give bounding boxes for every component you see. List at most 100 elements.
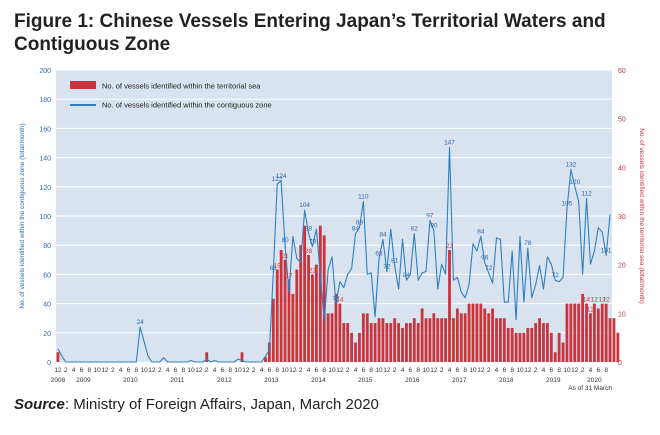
contiguous-zone-data-label: 120 [569,179,580,186]
contiguous-zone-data-label: 84 [477,228,485,235]
territorial-sea-bar [592,303,596,362]
year-tick-label: 2019 [546,377,561,384]
left-tick-label: 100 [39,214,51,221]
territorial-sea-bar [522,332,526,362]
left-tick-label: 0 [47,360,51,367]
legend-label-territorial-sea: No. of vessels identified within the ter… [102,82,261,91]
territorial-sea-bar [600,303,604,362]
left-tick-label: 60 [43,272,51,279]
month-tick-label: 8 [87,367,91,374]
territorial-sea-bar [436,318,440,362]
contiguous-zone-data-label: 80 [281,237,289,244]
figure-title: Figure 1: Chinese Vessels Entering Japan… [14,11,606,55]
territorial-sea-bar [412,318,416,362]
contiguous-zone-data-label: 84 [403,272,411,279]
month-tick-label: 12 [383,367,391,374]
territorial-sea-bar [467,303,471,362]
month-tick-label: 6 [174,367,178,374]
territorial-sea-bar [381,318,385,362]
territorial-sea-bar [275,269,279,362]
contiguous-zone-data-label: 81 [391,258,399,265]
month-tick-label: 6 [80,367,84,374]
territorial-sea-data-label: 19 [274,263,282,270]
territorial-sea-bar [530,327,534,362]
month-tick-label: 6 [456,367,460,374]
month-tick-label: 12 [430,367,438,374]
territorial-sea-data-label: 12 [587,306,595,313]
territorial-sea-data-label: 12 [591,297,599,304]
territorial-sea-data-label: 12 [603,297,611,304]
year-tick-label: 2013 [264,377,279,384]
contiguous-zone-data-label: 105 [562,201,573,208]
month-tick-label: 2 [64,367,68,374]
right-tick-label: 20 [618,263,626,270]
right-axis-title: No. of vessels identified within the ter… [638,128,645,304]
month-tick-label: 12 [242,367,250,374]
year-tick-label: 2011 [170,377,184,384]
left-tick-label: 80 [43,243,51,250]
territorial-sea-bar [346,323,350,362]
month-tick-label: 12 [101,367,109,374]
territorial-sea-bar [326,313,330,362]
source-label: Source [14,396,65,413]
territorial-sea-bar [459,313,463,362]
month-tick-label: 4 [166,367,170,374]
contiguous-zone-data-label: 96 [481,255,489,262]
territorial-sea-data-label: 28 [305,248,313,255]
territorial-sea-bar [463,313,467,362]
month-tick-label: 4 [589,367,593,374]
month-tick-label: 10 [187,367,195,374]
territorial-sea-bar [56,352,60,362]
territorial-sea-bar [314,264,318,362]
month-tick-label: 10 [516,367,524,374]
month-tick-label: 4 [260,367,264,374]
territorial-sea-bar [264,357,267,362]
territorial-sea-bar [545,323,549,362]
territorial-sea-bar [608,318,612,362]
territorial-sea-bar [401,327,404,362]
right-tick-label: 40 [618,165,626,172]
month-tick-label: 8 [275,367,279,374]
territorial-sea-bar [596,308,600,362]
territorial-sea-bar [557,332,561,362]
month-tick-label: 8 [510,367,514,374]
month-tick-label: 10 [140,367,148,374]
territorial-sea-bar [267,342,271,362]
month-tick-label: 10 [375,367,383,374]
month-tick-label: 6 [596,367,600,374]
territorial-sea-bar [444,318,448,362]
territorial-sea-bar [589,313,592,362]
territorial-sea-bar [553,352,557,362]
territorial-sea-bar [311,274,314,362]
territorial-sea-bar [577,303,581,362]
month-tick-label: 2 [440,367,444,374]
month-tick-label: 2 [581,367,585,374]
territorial-sea-data-label: 22 [309,267,317,274]
right-tick-label: 0 [618,360,622,367]
territorial-sea-bar [549,332,553,362]
territorial-sea-bar [506,327,510,362]
month-tick-label: 2 [487,367,491,374]
territorial-sea-bar [455,308,459,362]
contiguous-zone-data-label: 61 [270,265,278,272]
territorial-sea-bar [385,323,389,362]
contiguous-zone-data-label: 72 [383,263,391,270]
left-axis-title: No. of vessels identified within the con… [19,123,26,308]
contiguous-zone-data-label: 84 [352,226,360,233]
month-tick-label: 8 [181,367,185,374]
territorial-sea-bar [342,323,346,362]
month-tick-label: 4 [401,367,405,374]
territorial-sea-bar [561,342,565,362]
year-tick-label: 2017 [452,377,467,384]
legend-label-contiguous-zone: No. of vessels identified within the con… [102,101,272,110]
territorial-sea-bar [612,318,616,362]
month-tick-label: 4 [213,367,217,374]
territorial-sea-bar [389,323,393,362]
territorial-sea-bar [369,323,373,362]
territorial-sea-bar [526,327,530,362]
territorial-sea-bar [518,332,522,362]
right-tick-label: 60 [618,68,626,75]
contiguous-zone-data-label: 89 [356,220,364,227]
month-tick-label: 2 [205,367,209,374]
month-tick-label: 8 [228,367,232,374]
